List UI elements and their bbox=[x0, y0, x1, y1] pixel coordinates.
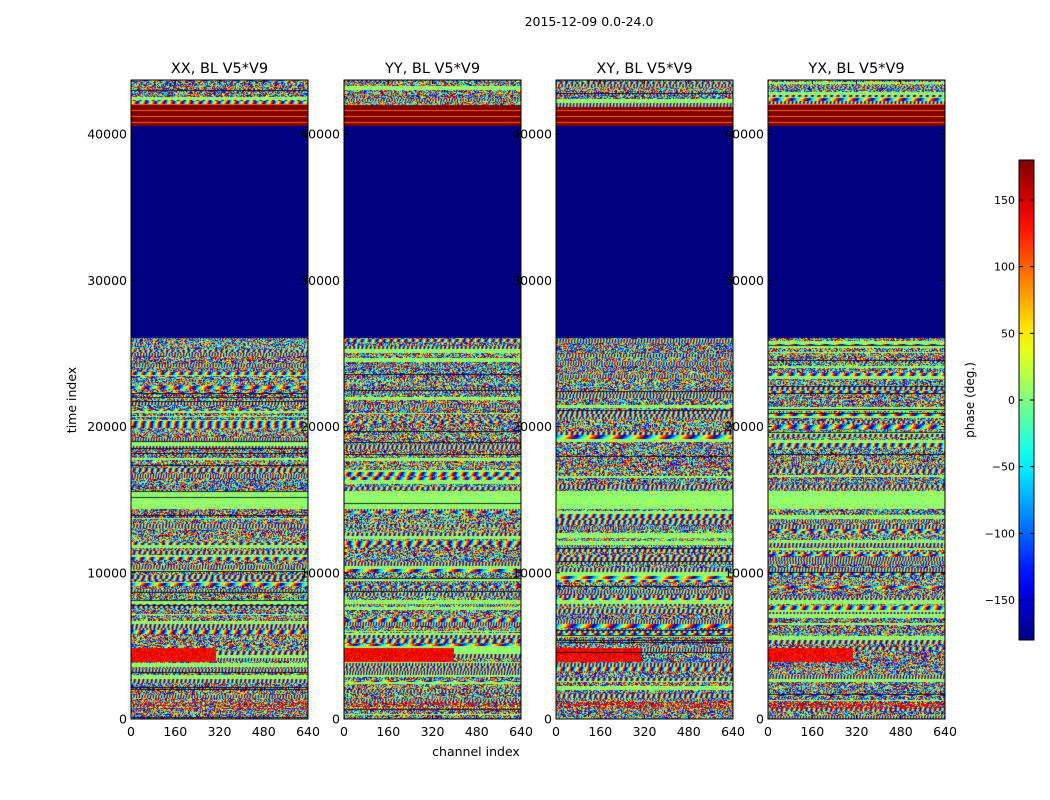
colorbar-tick-label: 50 bbox=[1001, 327, 1015, 340]
colorbar-tick-label: 0 bbox=[1008, 394, 1015, 407]
colorbar-tick-label: 150 bbox=[994, 194, 1015, 207]
y-tick-label: 20000 bbox=[724, 419, 764, 434]
colorbar-gradient bbox=[1019, 160, 1034, 640]
y-tick-label: 30000 bbox=[724, 273, 764, 288]
y-tick-label: 40000 bbox=[300, 127, 340, 142]
colorbar-tick-label: 100 bbox=[994, 261, 1015, 274]
y-axis-label: time index bbox=[64, 367, 79, 433]
y-tick-label: 10000 bbox=[87, 565, 127, 580]
y-tick-label: 10000 bbox=[512, 565, 552, 580]
colorbar-tick-label: −100 bbox=[985, 527, 1015, 540]
y-tick-label: 30000 bbox=[300, 273, 340, 288]
x-tick-label: 160 bbox=[163, 724, 187, 739]
x-tick-label: 480 bbox=[252, 724, 276, 739]
heatmap-image bbox=[131, 80, 308, 719]
y-tick-label: 40000 bbox=[87, 127, 127, 142]
x-axis-label: channel index bbox=[432, 744, 520, 759]
y-tick-label: 0 bbox=[756, 712, 764, 727]
colorbar-tick-label: −50 bbox=[992, 461, 1015, 474]
panel: YX, BL V5*V9 0 160 320 480 640 0 10000 20000 3000… bbox=[724, 61, 957, 739]
y-tick-label: 40000 bbox=[512, 127, 552, 142]
heatmap-image bbox=[556, 80, 733, 719]
x-tick-label: 320 bbox=[208, 724, 232, 739]
x-tick-label: 480 bbox=[677, 724, 701, 739]
x-tick-label: 0 bbox=[764, 724, 772, 739]
x-tick-label: 320 bbox=[633, 724, 657, 739]
x-tick-label: 160 bbox=[800, 724, 824, 739]
colorbar-label: phase (deg.) bbox=[963, 362, 977, 438]
y-tick-label: 0 bbox=[119, 712, 127, 727]
y-tick-label: 0 bbox=[332, 712, 340, 727]
y-tick-label: 20000 bbox=[87, 419, 127, 434]
x-tick-label: 640 bbox=[509, 724, 533, 739]
heatmap-image bbox=[768, 80, 945, 719]
colorbar-tick-label: −150 bbox=[985, 594, 1015, 607]
panel: YY, BL V5*V9 0 160 320 480 640 0 10000 20000 3000… bbox=[300, 61, 533, 739]
colorbar: −150 −100 −50 0 50 100 150 phase (deg.) bbox=[963, 159, 1035, 641]
y-tick-label: 20000 bbox=[512, 419, 552, 434]
y-tick-label: 30000 bbox=[87, 273, 127, 288]
panel-title: XY, BL V5*V9 bbox=[596, 61, 692, 77]
y-tick-label: 10000 bbox=[300, 565, 340, 580]
panel-title: XX, BL V5*V9 bbox=[171, 61, 268, 77]
x-tick-label: 160 bbox=[376, 724, 400, 739]
y-tick-label: 0 bbox=[544, 712, 552, 727]
panel-title: YY, BL V5*V9 bbox=[384, 61, 480, 77]
panel: XX, BL V5*V9 0 160 320 480 640 0 10000 20000 3000… bbox=[87, 61, 320, 739]
x-tick-label: 480 bbox=[465, 724, 489, 739]
x-tick-label: 0 bbox=[340, 724, 348, 739]
x-tick-label: 640 bbox=[296, 724, 320, 739]
x-tick-label: 640 bbox=[721, 724, 745, 739]
panel: XY, BL V5*V9 0 160 320 480 640 0 10000 20000 3000… bbox=[512, 61, 745, 739]
x-tick-label: 0 bbox=[127, 724, 135, 739]
panels: XX, BL V5*V9 0 160 320 480 640 0 10000 20000 3000… bbox=[87, 61, 957, 739]
x-tick-label: 0 bbox=[552, 724, 560, 739]
y-tick-label: 40000 bbox=[724, 127, 764, 142]
x-tick-label: 640 bbox=[933, 724, 957, 739]
heatmap-image bbox=[344, 80, 521, 719]
y-tick-label: 30000 bbox=[512, 273, 552, 288]
figure-title: 2015-12-09 0.0-24.0 bbox=[525, 14, 654, 29]
y-tick-label: 10000 bbox=[724, 565, 764, 580]
x-tick-label: 480 bbox=[889, 724, 913, 739]
x-tick-label: 320 bbox=[845, 724, 869, 739]
panel-title: YX, BL V5*V9 bbox=[807, 61, 904, 77]
x-tick-label: 320 bbox=[421, 724, 445, 739]
y-tick-label: 20000 bbox=[300, 419, 340, 434]
x-tick-label: 160 bbox=[588, 724, 612, 739]
